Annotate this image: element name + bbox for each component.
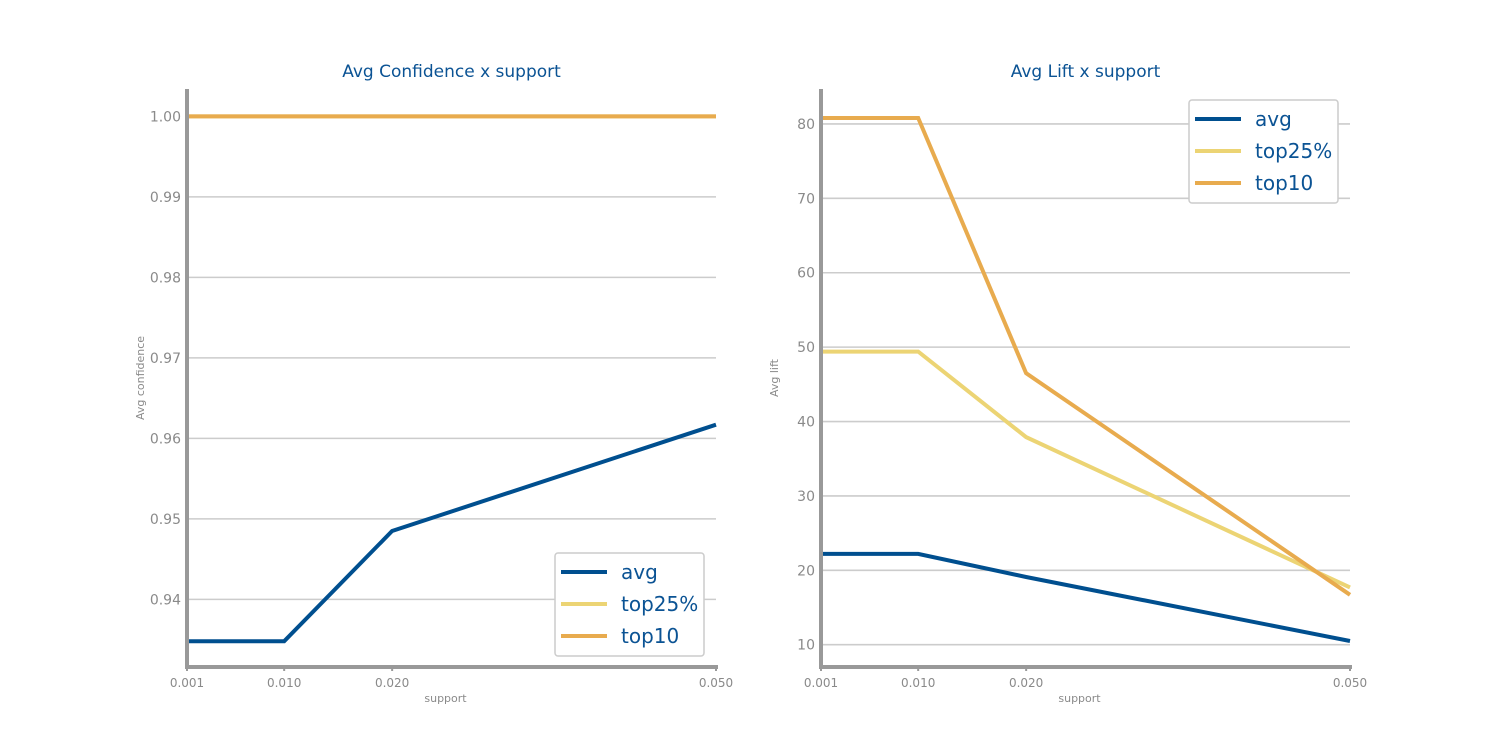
legend-label: avg	[621, 560, 658, 584]
x-tick-label: 0.001	[170, 676, 204, 690]
x-tick-label: 0.050	[699, 676, 733, 690]
legend-label: top10	[621, 624, 679, 648]
legend: avg top25% top10	[1188, 99, 1339, 204]
y-tick-label: 0.98	[150, 270, 181, 286]
y-tick-label: 10	[797, 638, 815, 654]
x-tick-label: 0.020	[1009, 676, 1043, 690]
series-line-top10	[821, 116, 1352, 597]
y-axis-label: Avg confidence	[134, 336, 147, 420]
series-line-top25	[821, 349, 1351, 590]
y-tick-label: 0.95	[150, 512, 181, 528]
y-tick-label: 0.94	[150, 592, 181, 608]
y-tick-label: 80	[797, 117, 815, 133]
x-tick-label: 0.010	[901, 676, 935, 690]
y-tick-label: 70	[797, 191, 815, 207]
y-tick-label: 50	[797, 340, 815, 356]
legend-label: avg	[1255, 107, 1292, 131]
y-tick-label: 0.97	[150, 351, 181, 367]
y-tick-label: 60	[797, 266, 815, 282]
x-axis-label: support	[1058, 692, 1101, 705]
y-tick-label: 30	[797, 489, 815, 505]
chart-title: Avg Confidence x support	[342, 62, 561, 82]
legend-box	[1188, 99, 1339, 204]
x-tick-label: 0.050	[1333, 676, 1367, 690]
x-tick-label: 0.001	[804, 676, 838, 690]
y-tick-label: 40	[797, 415, 815, 431]
x-tick-label: 0.020	[375, 676, 409, 690]
y-tick-label: 1.00	[150, 109, 181, 125]
series-line-avg	[821, 551, 1351, 643]
x-tick-label: 0.010	[267, 676, 301, 690]
legend-label: top25%	[621, 592, 698, 616]
legend-label: top25%	[1255, 139, 1332, 163]
series-line-avg	[187, 422, 717, 644]
y-tick-label: 0.96	[150, 431, 181, 447]
legend-label: top10	[1255, 171, 1313, 195]
chart-title: Avg Lift x support	[1011, 62, 1161, 82]
y-axis-label: Avg lift	[768, 358, 781, 397]
chart-panel-2: Avg Lift x support 10 20 30 40 50 60 70 80 0.001 0…	[768, 62, 1367, 705]
y-tick-label: 20	[797, 563, 815, 579]
legend: avg top25% top10	[554, 552, 705, 657]
chart-panel-1: Avg Confidence x support 0.94 0.95 0.96 0.97…	[134, 62, 733, 705]
x-axis-label: support	[424, 692, 467, 705]
y-tick-label: 0.99	[150, 190, 181, 206]
legend-box	[554, 552, 705, 657]
